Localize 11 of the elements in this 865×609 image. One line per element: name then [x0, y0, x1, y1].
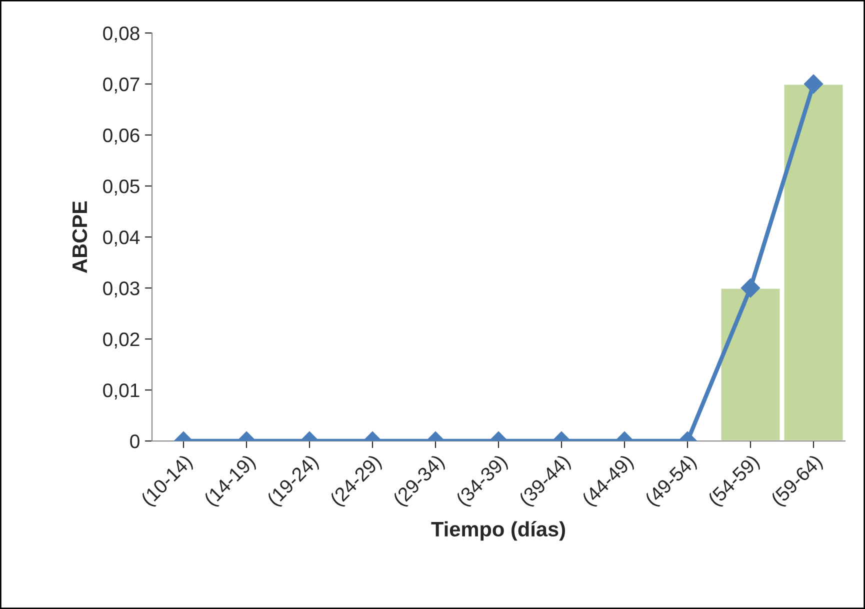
y-tick-label: 0,08 [103, 26, 140, 43]
x-axis-title: Tiempo (días) [431, 521, 565, 541]
y-axis-title: ABCPE [72, 201, 88, 273]
y-tick-label: 0,04 [103, 230, 140, 247]
y-tick-label: 0,05 [103, 179, 140, 196]
y-tick-label: 0,01 [103, 383, 140, 400]
y-tick-label: 0 [130, 434, 140, 448]
y-tick-label: 0,02 [103, 332, 140, 349]
y-tick-label: 0,07 [103, 77, 140, 94]
y-tick-label: 0,06 [103, 128, 140, 145]
y-tick-label: 0,03 [103, 281, 140, 298]
